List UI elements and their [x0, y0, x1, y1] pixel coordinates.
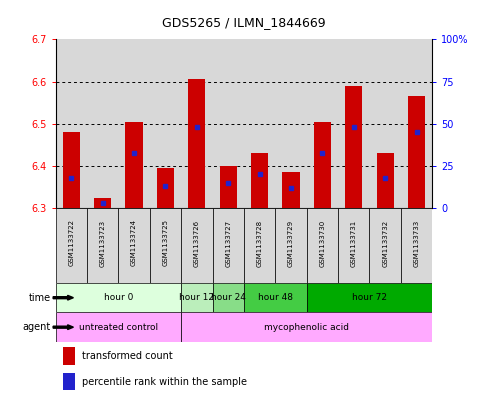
Bar: [244, 39, 275, 208]
Bar: [87, 208, 118, 283]
Bar: [126, 122, 142, 208]
Bar: [63, 132, 80, 208]
Text: GDS5265 / ILMN_1844669: GDS5265 / ILMN_1844669: [162, 16, 326, 29]
Text: GSM1133732: GSM1133732: [382, 219, 388, 266]
Bar: [56, 39, 87, 208]
Text: mycophenolic acid: mycophenolic acid: [264, 323, 349, 332]
Text: percentile rank within the sample: percentile rank within the sample: [82, 377, 247, 387]
Bar: [213, 283, 244, 312]
Bar: [307, 283, 432, 312]
Text: GSM1133729: GSM1133729: [288, 219, 294, 266]
Bar: [181, 39, 213, 208]
Bar: [369, 208, 401, 283]
Bar: [87, 39, 118, 208]
Bar: [369, 39, 401, 208]
Text: hour 24: hour 24: [211, 293, 246, 302]
Text: hour 0: hour 0: [104, 293, 133, 302]
Bar: [213, 39, 244, 208]
Bar: [401, 208, 432, 283]
Text: GSM1133731: GSM1133731: [351, 219, 357, 267]
Bar: [56, 312, 181, 342]
Bar: [181, 283, 213, 312]
Bar: [181, 312, 432, 342]
Bar: [56, 208, 87, 283]
Bar: [251, 153, 268, 208]
Bar: [213, 208, 244, 283]
Bar: [338, 208, 369, 283]
Text: GSM1133733: GSM1133733: [413, 219, 420, 267]
Bar: [244, 283, 307, 312]
Text: GSM1133727: GSM1133727: [225, 219, 231, 266]
Bar: [118, 39, 150, 208]
Bar: [150, 39, 181, 208]
Text: agent: agent: [23, 322, 51, 332]
Text: GSM1133726: GSM1133726: [194, 219, 200, 266]
Text: GSM1133723: GSM1133723: [99, 219, 106, 266]
Bar: [408, 96, 425, 208]
Text: time: time: [28, 293, 51, 303]
Bar: [314, 122, 331, 208]
Text: untreated control: untreated control: [79, 323, 158, 332]
Bar: [338, 39, 369, 208]
Bar: [377, 153, 394, 208]
Text: hour 12: hour 12: [179, 293, 214, 302]
Bar: [56, 283, 181, 312]
Bar: [63, 373, 75, 391]
Bar: [275, 208, 307, 283]
Text: GSM1133730: GSM1133730: [319, 219, 326, 267]
Text: GSM1133722: GSM1133722: [68, 219, 74, 266]
Bar: [220, 166, 237, 208]
Bar: [244, 208, 275, 283]
Bar: [307, 39, 338, 208]
Text: GSM1133724: GSM1133724: [131, 219, 137, 266]
Text: transformed count: transformed count: [82, 351, 173, 361]
Bar: [307, 208, 338, 283]
Text: hour 48: hour 48: [258, 293, 293, 302]
Bar: [94, 198, 111, 208]
Bar: [118, 208, 150, 283]
Text: GSM1133725: GSM1133725: [162, 219, 169, 266]
Bar: [188, 79, 205, 208]
Bar: [401, 39, 432, 208]
Text: hour 72: hour 72: [352, 293, 387, 302]
Text: GSM1133728: GSM1133728: [256, 219, 263, 266]
Bar: [63, 347, 75, 365]
Bar: [283, 173, 299, 208]
Bar: [157, 168, 174, 208]
Bar: [181, 208, 213, 283]
Bar: [150, 208, 181, 283]
Bar: [275, 39, 307, 208]
Bar: [345, 86, 362, 208]
